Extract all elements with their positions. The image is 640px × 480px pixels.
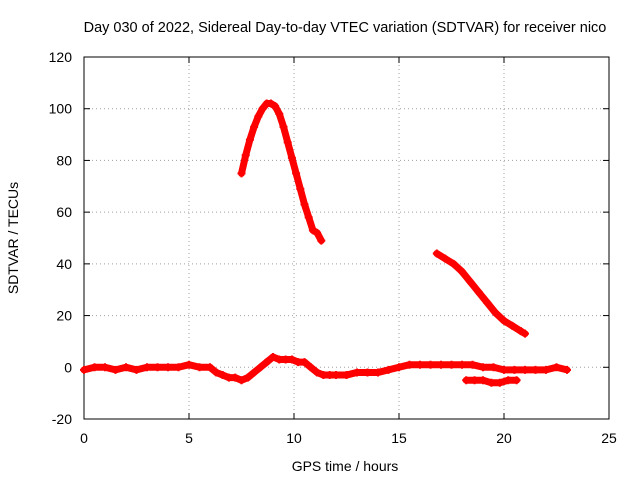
x-tick-label: 5 (185, 430, 193, 446)
series-large_arc (237, 99, 326, 245)
y-tick-label: 20 (56, 308, 72, 324)
y-tick-label: -20 (52, 411, 72, 427)
grid-lines (84, 57, 609, 419)
x-tick-labels: 0 5 10 15 20 25 (80, 430, 617, 446)
series-descending_arc (432, 249, 529, 338)
series-lower_segment (462, 376, 521, 387)
x-tick-label: 15 (391, 430, 407, 446)
x-tick-label: 25 (601, 430, 617, 446)
y-tick-label: 40 (56, 256, 72, 272)
x-axis-label: GPS time / hours (292, 458, 399, 474)
x-tick-label: 0 (80, 430, 88, 446)
y-tick-label: 100 (49, 101, 73, 117)
chart-title: Day 030 of 2022, Sidereal Day-to-day VTE… (84, 20, 607, 36)
x-tick-label: 10 (286, 430, 302, 446)
y-axis-label: SDTVAR / TECUs (5, 182, 21, 294)
y-tick-labels: -20 0 20 40 60 80 100 120 (49, 49, 73, 427)
data-trace-segment (313, 229, 325, 245)
x-tick-label: 20 (496, 430, 512, 446)
y-tick-label: 80 (56, 152, 72, 168)
y-tick-label: 60 (56, 204, 72, 220)
data-trace-segment (517, 327, 529, 338)
y-tick-label: 120 (49, 49, 73, 65)
y-tick-label: 0 (64, 359, 72, 375)
data-marks (80, 99, 571, 387)
axis-ticks (83, 56, 610, 420)
data-trace-segment (553, 363, 571, 374)
plot-frame (83, 56, 610, 420)
series-baseline (80, 352, 571, 385)
